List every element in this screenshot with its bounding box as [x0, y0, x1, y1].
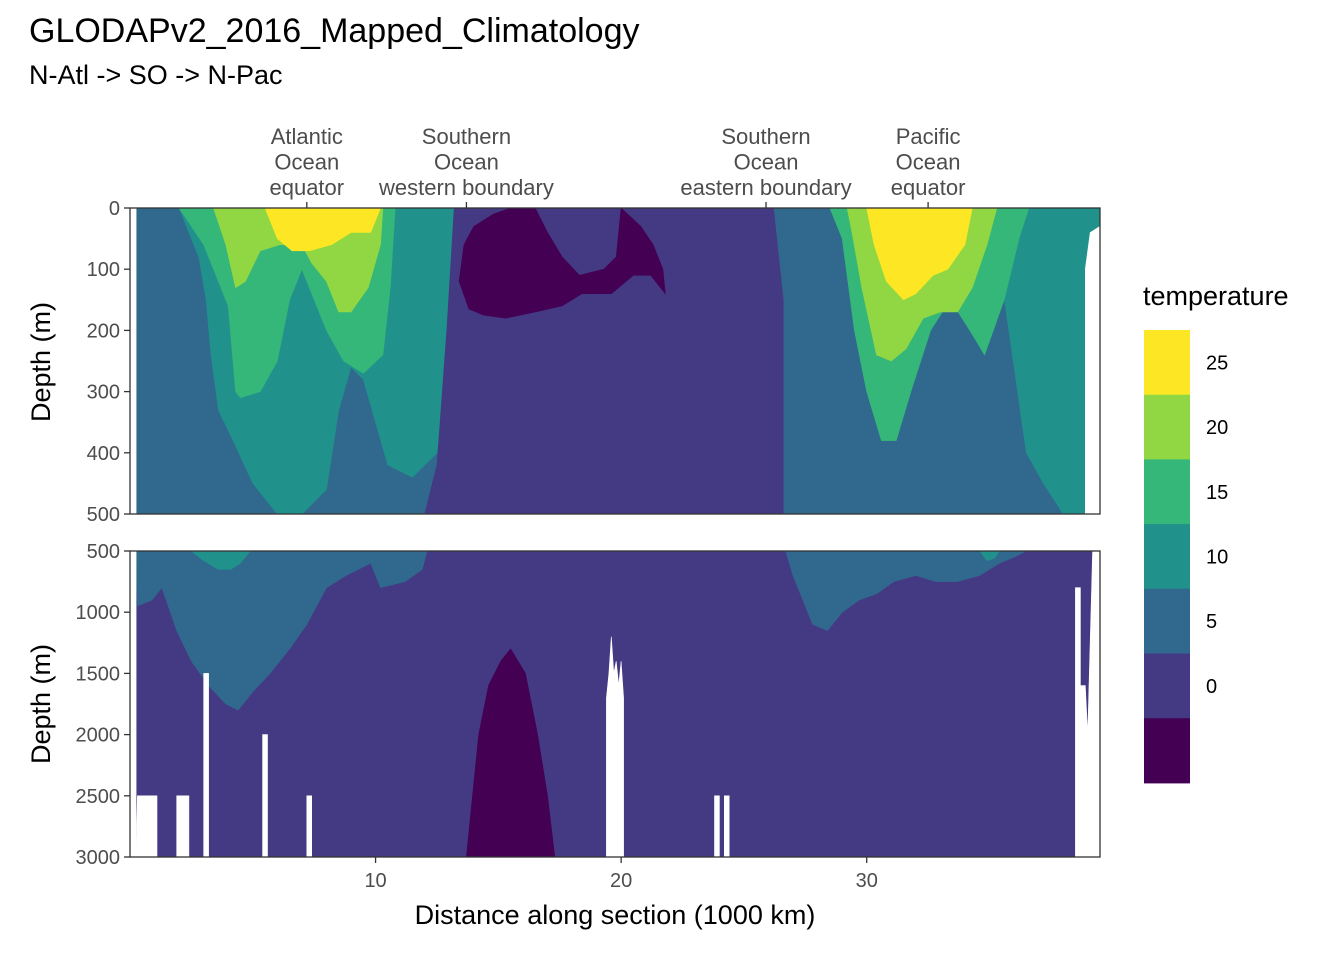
lower-band-13: [1075, 551, 1100, 857]
annotation-3-line-2: equator: [891, 175, 966, 200]
legend-tick-label-10: 10: [1206, 546, 1228, 568]
upper-y-tick-label-0: 0: [109, 198, 120, 220]
lower-band-12: [723, 795, 730, 857]
legend-colorbar: [1144, 330, 1190, 784]
legend: temperature 0 5 10 15 20 25: [1143, 281, 1289, 784]
x-tick-label-30: 30: [856, 870, 878, 892]
upper-panel-border: [129, 207, 1101, 515]
legend-key-3: [1144, 524, 1190, 590]
legend-tick-label-5: 5: [1206, 611, 1217, 633]
upper-y-axis: 0 100 200 300 400 500: [87, 198, 130, 526]
upper-band-2: [178, 208, 1030, 441]
lower-y-tick-label-1500: 1500: [76, 663, 121, 685]
annotation-3: Pacific Ocean equator: [891, 124, 966, 200]
lower-band-11: [714, 795, 720, 857]
legend-tick-label-0: 0: [1206, 676, 1217, 698]
upper-band-7: [130, 208, 137, 514]
lower-band-7: [203, 673, 209, 857]
annotation-3-line-1: Ocean: [896, 150, 961, 175]
annotation-3-line-0: Pacific: [896, 124, 961, 149]
lower-y-axis: 500 1000 1500 2000 2500 3000: [76, 541, 130, 869]
annotation-0: Atlantic Ocean equator: [269, 124, 344, 200]
lower-y-tick-label-3000: 3000: [76, 847, 121, 869]
annotation-0-line-1: Ocean: [274, 150, 339, 175]
lower-band-1: [190, 551, 251, 570]
annotation-2-line-1: Ocean: [734, 150, 799, 175]
annotation-1-line-1: Ocean: [434, 150, 499, 175]
lower-panel-border: [129, 550, 1101, 858]
upper-y-tick-label-100: 100: [87, 259, 120, 281]
lower-y-tick-label-2500: 2500: [76, 786, 121, 808]
lower-y-axis-title: Depth (m): [26, 644, 56, 764]
lower-contour-fills: [130, 551, 1100, 857]
lower-band-2: [979, 551, 1000, 562]
annotation-2: Southern Ocean eastern boundary: [680, 124, 851, 200]
lower-y-tick-label-2000: 2000: [76, 725, 121, 747]
annotation-2-line-0: Southern: [721, 124, 810, 149]
legend-tick-label-15: 15: [1206, 482, 1228, 504]
legend-key-6: [1144, 330, 1190, 396]
x-tick-label-10: 10: [364, 870, 386, 892]
lower-band-6: [176, 795, 190, 857]
legend-tick-label-20: 20: [1206, 417, 1228, 439]
legend-tick-label-25: 25: [1206, 352, 1228, 374]
upper-band-4: [264, 208, 973, 301]
lower-y-tick-label-1000: 1000: [76, 602, 121, 624]
lower-band-4: [130, 551, 137, 857]
chart-title: GLODAPv2_2016_Mapped_Climatology: [29, 12, 639, 50]
upper-y-axis-title: Depth (m): [26, 302, 56, 422]
annotation-1-line-0: Southern: [422, 124, 511, 149]
lower-band-10: [606, 636, 624, 857]
chart-subtitle: N-Atl -> SO -> N-Pac: [29, 60, 283, 90]
lower-band-5: [135, 795, 158, 857]
annotation-0-line-2: equator: [269, 175, 344, 200]
lower-band-3: [466, 648, 556, 857]
upper-y-tick-label-500: 500: [87, 504, 120, 526]
upper-band-5: [458, 208, 666, 319]
legend-key-1: [1144, 653, 1190, 719]
x-tick-label-20: 20: [610, 870, 632, 892]
annotation-1-line-2: western boundary: [378, 175, 554, 200]
x-axis-title: Distance along section (1000 km): [415, 900, 816, 930]
lower-y-tick-label-500: 500: [87, 541, 120, 563]
legend-key-2: [1144, 588, 1190, 654]
legend-key-5: [1144, 394, 1190, 460]
panel-upper: 0 100 200 300 400 500: [87, 198, 1101, 526]
x-axis: 10 20 30: [364, 857, 878, 892]
upper-band-6: [1085, 226, 1100, 514]
upper-contour-fills: [130, 208, 1100, 514]
upper-y-tick-label-200: 200: [87, 320, 120, 342]
lower-band-8: [262, 734, 268, 857]
annotation-0-line-0: Atlantic: [271, 124, 343, 149]
lower-band-9: [306, 795, 313, 857]
upper-y-tick-label-400: 400: [87, 443, 120, 465]
panel-lower: 500 1000 1500 2000 2500 3000: [76, 541, 1101, 869]
upper-y-tick-label-300: 300: [87, 382, 120, 404]
legend-title: temperature: [1143, 281, 1289, 311]
legend-key-0: [1144, 718, 1190, 784]
legend-key-4: [1144, 459, 1190, 525]
legend-tick-labels: 0 5 10 15 20 25: [1206, 352, 1228, 697]
annotation-2-line-2: eastern boundary: [680, 175, 851, 200]
annotation-1: Southern Ocean western boundary: [378, 124, 554, 200]
